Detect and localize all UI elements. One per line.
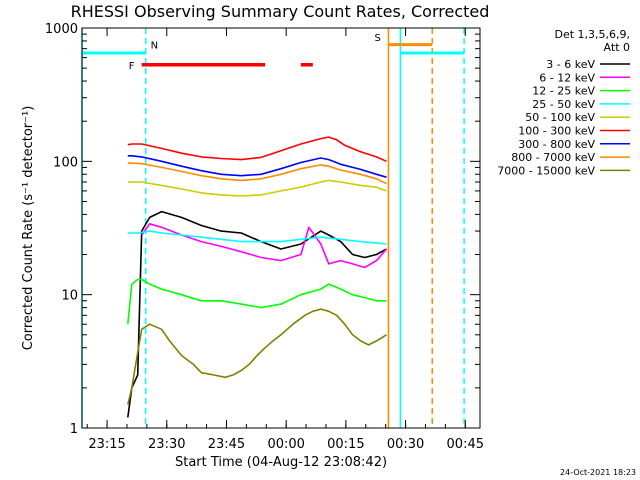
series-line-800-7000-kev-kev	[127, 162, 387, 185]
series-line-50-100-kev-kev	[127, 179, 387, 197]
series-line-12-25-kev-kev	[127, 278, 387, 325]
series-line-25-50-kev-kev	[127, 230, 387, 245]
legend-label: 300 - 800 keV	[518, 138, 595, 151]
night-marker-label: N	[151, 41, 158, 52]
legend-label: 50 - 100 keV	[525, 111, 595, 124]
y-tick-label: 1	[70, 422, 78, 437]
legend-label: 25 - 50 keV	[532, 98, 595, 111]
x-tick-label: 00:15	[327, 437, 364, 452]
x-tick-label: 00:00	[267, 437, 304, 452]
x-tick-label: 23:30	[148, 437, 185, 452]
legend-label: 800 - 7000 keV	[511, 151, 595, 164]
series-line-100-300-kev-kev	[127, 136, 387, 163]
x-axis-label: Start Time (04-Aug-12 23:08:42)	[175, 455, 387, 470]
chart-title: RHESSI Observing Summary Count Rates, Co…	[71, 2, 490, 21]
y-tick-label: 10	[61, 289, 78, 304]
series-line-7000-15000-kev-kev	[127, 308, 387, 405]
plot-frame	[81, 27, 481, 429]
y-tick-label: 1000	[45, 22, 78, 37]
legend-label: 6 - 12 keV	[539, 71, 595, 84]
legend-label: 3 - 6 keV	[546, 58, 595, 71]
x-tick-label: 00:30	[387, 437, 424, 452]
x-tick-label: 23:15	[88, 437, 125, 452]
legend-label: 100 - 300 keV	[518, 125, 595, 138]
saa-marker-label: S	[374, 33, 380, 44]
footer-timestamp: 24-Oct-2021 18:23	[560, 468, 636, 477]
y-tick-label: 100	[53, 155, 78, 170]
legend-header-detectors: Det 1,3,5,6,9,	[554, 28, 630, 41]
series-line-3-6-kev-kev	[127, 210, 387, 418]
y-axis-label: Corrected Count Rate (s⁻¹ detector⁻¹)	[21, 106, 36, 351]
series-line-300-800-kev-kev	[127, 155, 387, 178]
series-lines	[127, 136, 390, 428]
legend-label: 7000 - 15000 keV	[497, 164, 595, 177]
x-tick-label: 00:45	[447, 437, 484, 452]
legend-label: 12 - 25 keV	[532, 85, 595, 98]
x-tick-label: 23:45	[208, 437, 245, 452]
legend-header-attenuator: Att 0	[604, 41, 630, 54]
flare-marker-label: F	[129, 61, 135, 72]
series-line-6-12-kev-kev	[141, 223, 388, 269]
axis-ticks: 23:15 23:30 23:45 00:00 00:15 00:30 00:45 1 10 10…	[45, 22, 484, 452]
status-bands: N S F	[82, 33, 465, 72]
